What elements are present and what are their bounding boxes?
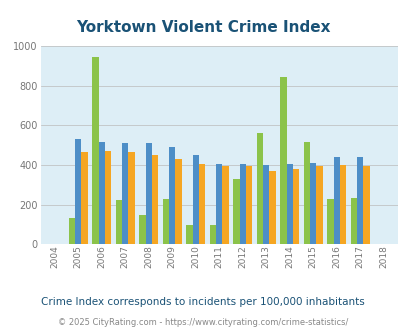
Bar — [309, 163, 315, 244]
Text: Yorktown Violent Crime Index: Yorktown Violent Crime Index — [76, 20, 329, 35]
Bar — [326, 199, 333, 244]
Bar — [222, 166, 228, 244]
Bar — [339, 165, 345, 244]
Bar — [303, 142, 309, 244]
Bar — [175, 159, 181, 244]
Bar — [145, 143, 151, 244]
Bar — [350, 198, 356, 244]
Bar — [256, 133, 262, 244]
Bar — [122, 143, 128, 244]
Bar — [81, 151, 87, 244]
Bar — [279, 77, 286, 244]
Bar — [151, 155, 158, 244]
Bar — [286, 164, 292, 244]
Bar — [139, 215, 145, 244]
Bar — [168, 147, 175, 244]
Bar — [75, 139, 81, 244]
Text: © 2025 CityRating.com - https://www.cityrating.com/crime-statistics/: © 2025 CityRating.com - https://www.city… — [58, 318, 347, 327]
Text: Crime Index corresponds to incidents per 100,000 inhabitants: Crime Index corresponds to incidents per… — [41, 297, 364, 307]
Bar — [292, 169, 298, 244]
Bar — [162, 199, 168, 244]
Bar — [209, 225, 215, 244]
Bar — [98, 142, 104, 244]
Bar — [333, 157, 339, 244]
Bar — [192, 155, 198, 244]
Bar — [186, 225, 192, 244]
Bar — [315, 166, 322, 244]
Bar — [215, 164, 222, 244]
Bar — [245, 166, 252, 244]
Bar — [68, 218, 75, 244]
Bar — [356, 157, 362, 244]
Bar — [232, 179, 239, 244]
Bar — [269, 171, 275, 244]
Bar — [92, 57, 98, 244]
Bar — [128, 152, 134, 244]
Bar — [362, 166, 369, 244]
Bar — [115, 200, 122, 244]
Bar — [198, 164, 205, 244]
Bar — [104, 151, 111, 244]
Bar — [262, 165, 269, 244]
Bar — [239, 164, 245, 244]
